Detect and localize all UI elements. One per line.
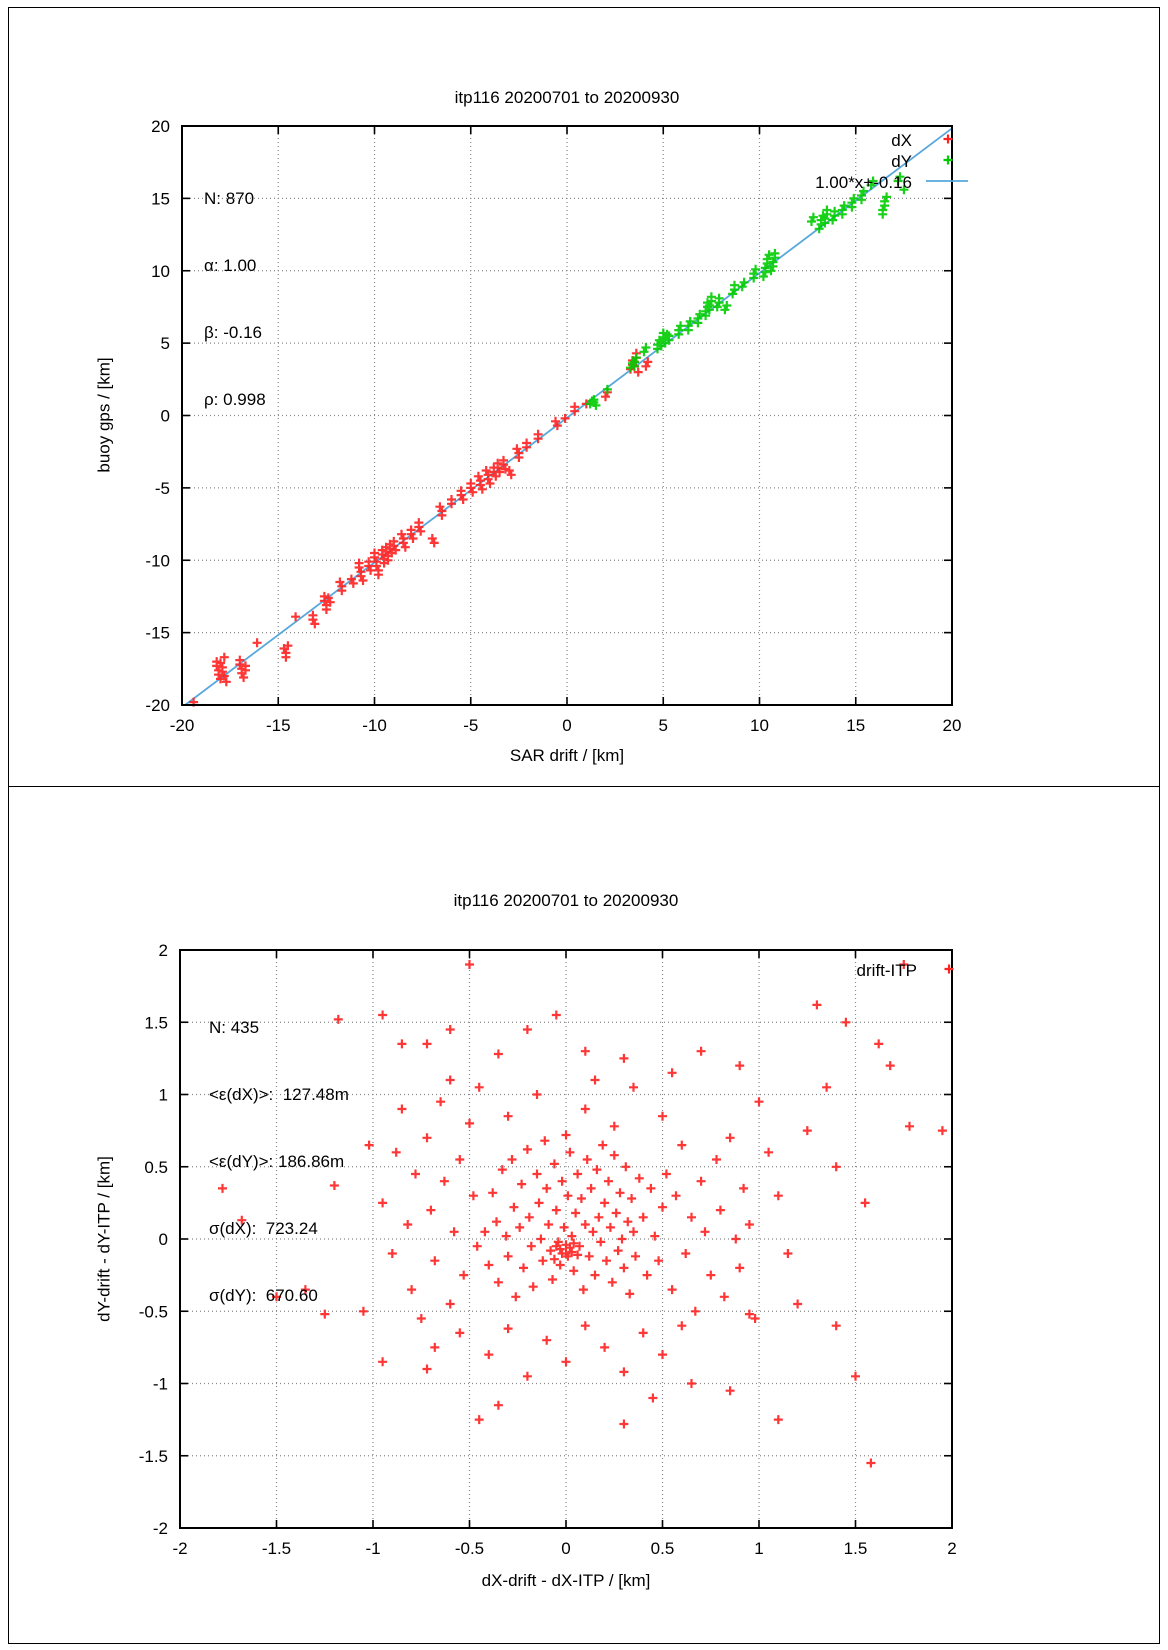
chart1-stats-block: N: 870 α: 1.00 β: -0.16 ρ: 0.998 <box>204 146 266 435</box>
chart2-stat-n: N: 435 <box>209 1018 260 1037</box>
chart1-x-axis-label: SAR drift / [km] <box>509 746 625 765</box>
chart2-stat-sigma-dy: σ(dY): 670.60 <box>209 1286 318 1305</box>
chart1-stat-n: N: 870 <box>204 189 255 208</box>
chart2-stat-eps-dx: <ε(dX)>: 127.48m <box>209 1085 349 1104</box>
top-chart-panel <box>8 7 1160 787</box>
chart1-legend-dx-label: dX <box>891 131 912 150</box>
chart2-x-axis-label: dX-drift - dX-ITP / [km] <box>481 1571 651 1590</box>
chart1-title: itp116 20200701 to 20200930 <box>454 88 680 107</box>
chart1-stat-rho: ρ: 0.998 <box>204 390 266 409</box>
bottom-chart-panel <box>8 786 1160 1644</box>
chart2-stat-eps-dy: <ε(dY)>: 186.86m <box>209 1152 345 1171</box>
chart2-y-axis-label: dY-drift - dY-ITP / [km] <box>94 1156 114 1322</box>
chart2-legend-drift-itp-label: drift-ITP <box>856 961 917 980</box>
chart2-title: itp116 20200701 to 20200930 <box>453 891 679 910</box>
chart1-legend-fit-label: 1.00*x+-0.16 <box>815 173 912 192</box>
chart1-y-axis-label: buoy gps / [km] <box>94 357 114 473</box>
chart1-stat-alpha: α: 1.00 <box>204 256 257 275</box>
chart2-stats-block: N: 435 <ε(dX)>: 127.48m <ε(dY)>: 186.86m… <box>209 975 349 1331</box>
chart2-stat-sigma-dx: σ(dX): 723.24 <box>209 1219 318 1238</box>
chart1-stat-beta: β: -0.16 <box>204 323 262 342</box>
chart1-legend-dy-label: dY <box>891 152 912 171</box>
